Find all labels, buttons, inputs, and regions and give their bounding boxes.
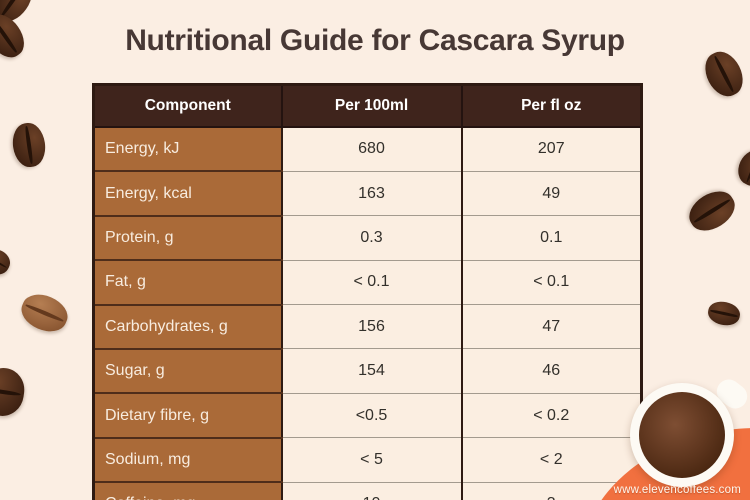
- value-per-fl-oz: 207: [461, 127, 642, 172]
- table-row: Sugar, g 154 46: [93, 348, 642, 395]
- value-per-100ml: 163: [281, 171, 463, 217]
- value-per-fl-oz: 0.1: [461, 215, 642, 261]
- table-row: Protein, g 0.3 0.1: [93, 215, 642, 262]
- column-header-component: Component: [93, 84, 282, 128]
- coffee-bean-icon: [10, 120, 48, 170]
- row-label: Protein, g: [93, 215, 283, 262]
- value-per-fl-oz: 3: [461, 482, 642, 500]
- value-per-100ml: 154: [281, 348, 463, 394]
- row-label: Fat, g: [93, 260, 283, 306]
- coffee-bean-icon: [0, 365, 28, 419]
- value-per-100ml: 156: [281, 304, 463, 350]
- value-per-fl-oz: < 0.1: [461, 260, 642, 306]
- value-per-100ml: 0.3: [281, 215, 463, 261]
- value-per-fl-oz: < 0.2: [461, 393, 642, 439]
- table-row: Dietary fibre, g <0.5 < 0.2: [93, 393, 642, 439]
- page-title: Nutritional Guide for Cascara Syrup: [125, 24, 625, 57]
- row-label: Carbohydrates, g: [93, 304, 283, 350]
- value-per-fl-oz: < 2: [461, 437, 642, 483]
- column-header-per-100ml: Per 100ml: [280, 84, 462, 128]
- row-label: Sodium, mg: [93, 437, 283, 484]
- value-per-fl-oz: 47: [461, 304, 642, 350]
- coffee-bean-icon: [732, 145, 750, 191]
- value-per-fl-oz: 49: [461, 171, 642, 217]
- coffee-grounds-icon: [639, 392, 725, 478]
- value-per-100ml: <0.5: [281, 393, 463, 439]
- coffee-bean-icon: [705, 298, 743, 329]
- value-per-100ml: < 0.1: [281, 260, 463, 306]
- table-row: Sodium, mg < 5 < 2: [93, 437, 642, 484]
- column-header-per-fl-oz: Per fl oz: [460, 84, 642, 128]
- coffee-bean-icon: [0, 245, 15, 279]
- table-row: Carbohydrates, g 156 47: [93, 304, 642, 350]
- table-row: Energy, kcal 163 49: [93, 171, 642, 217]
- row-label: Dietary fibre, g: [93, 393, 283, 439]
- table-row: Energy, kJ 680 207: [93, 127, 642, 173]
- value-per-100ml: 680: [281, 127, 463, 172]
- table-row: Fat, g < 0.1 < 0.1: [93, 260, 642, 306]
- coffee-bean-icon: [682, 183, 742, 239]
- value-per-100ml: 10: [281, 482, 463, 500]
- value-per-fl-oz: 46: [461, 348, 642, 394]
- value-per-100ml: < 5: [281, 437, 463, 483]
- row-label: Energy, kJ: [93, 127, 283, 173]
- row-label: Energy, kcal: [93, 171, 283, 217]
- row-label: Caffeine, mg: [93, 482, 283, 500]
- nutrition-table: Component Per 100ml Per fl oz Energy, kJ…: [92, 83, 643, 500]
- table-row: Caffeine, mg 10 3: [93, 482, 642, 500]
- watermark-url: www.elevencoffees.com: [613, 484, 741, 496]
- table-header-row: Component Per 100ml Per fl oz: [93, 84, 642, 128]
- row-label: Sugar, g: [93, 348, 283, 395]
- coffee-bean-icon: [16, 288, 73, 338]
